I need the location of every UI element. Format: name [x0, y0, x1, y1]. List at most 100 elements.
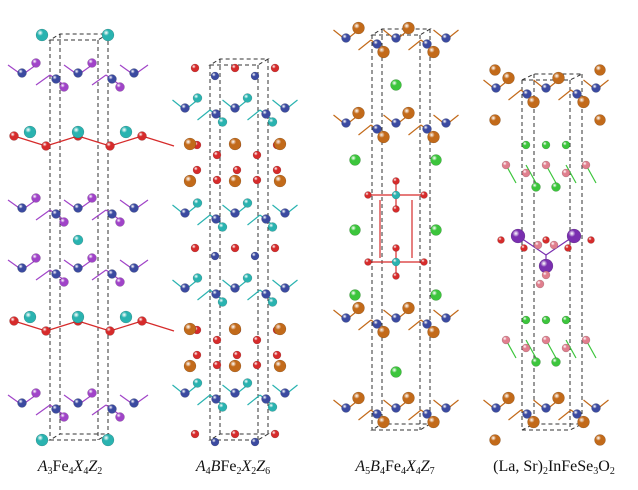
atom — [270, 63, 280, 73]
bond-line — [565, 339, 577, 359]
bond-line — [77, 135, 111, 147]
formula-part: O — [598, 458, 610, 475]
fe-atom — [230, 283, 240, 293]
bond-line — [525, 164, 537, 184]
atom — [230, 429, 240, 439]
teal-atom — [192, 198, 203, 208]
fe-atom — [180, 208, 190, 218]
bronze-atom — [183, 359, 197, 373]
fe-atom — [522, 89, 532, 99]
bronze-atom — [183, 174, 197, 188]
pink-atom — [521, 343, 531, 353]
formula-part: 2 — [236, 466, 242, 477]
bond-line — [358, 39, 372, 51]
bond-line — [45, 320, 79, 332]
unit-cell-top — [521, 73, 583, 81]
bond-line — [508, 89, 522, 101]
fe-atom — [211, 109, 221, 119]
atom — [190, 63, 200, 73]
fe-atom — [107, 209, 117, 219]
bond-line — [77, 320, 111, 332]
formula-part: Z — [420, 458, 430, 475]
bronze-atom — [377, 415, 390, 429]
bronze-atom — [352, 21, 365, 35]
purple-atom — [115, 82, 125, 92]
purple-atom — [566, 228, 582, 244]
teal-atom — [217, 297, 228, 307]
teal-atom — [23, 125, 37, 139]
fe-atom — [129, 68, 139, 78]
formula-part: 7 — [429, 466, 435, 477]
fe-atom — [73, 68, 83, 78]
pink-atom — [521, 168, 531, 178]
fe-atom — [422, 319, 432, 329]
oxygen-atom — [587, 236, 595, 244]
green-atom — [521, 315, 531, 325]
pink-atom — [541, 270, 551, 280]
bronze-atom — [273, 174, 287, 188]
fe-atom — [51, 269, 61, 279]
fe-atom — [280, 103, 290, 113]
fe-atom — [261, 109, 271, 119]
bond-line — [91, 209, 107, 221]
oxygen-atom — [564, 244, 572, 252]
green-atom — [349, 289, 361, 301]
bronze-atom — [377, 45, 390, 59]
fe-atom — [522, 409, 532, 419]
fe-atom — [591, 403, 601, 413]
purple-atom — [59, 412, 69, 422]
formula-part: 4 — [400, 466, 406, 477]
purple-atom — [59, 217, 69, 227]
bond-line — [91, 74, 107, 86]
purple-atom — [59, 277, 69, 287]
oxygen-atom — [420, 191, 428, 199]
bronze-atom — [228, 322, 242, 336]
fe-atom — [129, 263, 139, 273]
oxygen-atom — [392, 177, 400, 185]
oxygen-atom — [392, 244, 400, 252]
pink-atom — [561, 168, 571, 178]
bronze-atom — [489, 64, 501, 76]
unit-cell-top — [208, 58, 270, 66]
fe-atom — [261, 394, 271, 404]
green-atom — [531, 182, 541, 192]
formula-caption-4: (La, Sr)2InFeSe3O2 — [474, 455, 634, 479]
formula-part: 4 — [205, 466, 211, 477]
oxygen-atom — [192, 165, 202, 175]
green-atom — [551, 357, 561, 367]
fe-atom — [230, 208, 240, 218]
pink-atom — [541, 335, 551, 345]
fe-atom — [591, 83, 601, 93]
bond-line — [197, 214, 211, 226]
pink-atom — [533, 240, 543, 250]
green-atom — [561, 315, 571, 325]
bond-line — [247, 394, 261, 406]
bronze-atom — [489, 114, 501, 126]
teal-atom — [35, 28, 49, 42]
formula-part: Fe — [384, 458, 401, 475]
oxygen-atom — [272, 165, 282, 175]
bronze-atom — [352, 391, 365, 405]
fe-atom — [372, 124, 382, 134]
fe-atom — [129, 203, 139, 213]
green-atom — [551, 182, 561, 192]
fe-atom — [261, 214, 271, 224]
atom — [210, 251, 220, 261]
fe-atom — [541, 83, 551, 93]
teal-atom — [267, 222, 278, 232]
bond-line — [508, 409, 522, 421]
purple-atom — [31, 253, 41, 263]
teal-atom — [242, 93, 253, 103]
fe-atom — [17, 263, 27, 273]
bronze-atom — [502, 391, 515, 405]
bronze-atom — [427, 325, 440, 339]
fe-atom — [572, 409, 582, 419]
formula-part: 6 — [265, 466, 271, 477]
teal-atom — [192, 378, 203, 388]
formula-part: X — [241, 458, 252, 475]
fe-atom — [17, 203, 27, 213]
bond-line — [13, 320, 47, 332]
fe-atom — [51, 74, 61, 84]
oxygen-atom — [212, 360, 222, 370]
bond-line — [247, 289, 261, 301]
